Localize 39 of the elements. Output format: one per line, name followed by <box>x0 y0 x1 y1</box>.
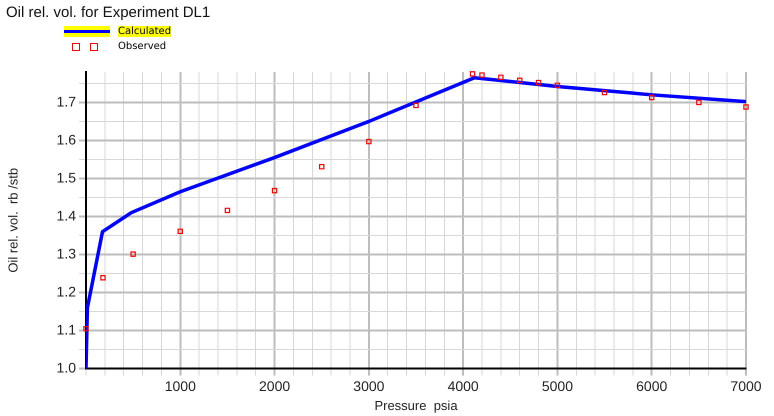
x-tick-label: 6000 <box>636 378 668 394</box>
x-tick-label: 7000 <box>730 378 762 394</box>
point <box>743 104 749 110</box>
point <box>536 80 542 86</box>
point <box>498 74 504 80</box>
y-tick-label: 1.6 <box>56 131 76 148</box>
y-tick-label: 1.1 <box>56 321 76 338</box>
y-tick-label: 1.0 <box>56 359 76 376</box>
point <box>554 82 560 88</box>
point <box>516 78 522 84</box>
y-tick-label: 1.4 <box>56 207 76 224</box>
x-tick-label: 5000 <box>542 378 574 394</box>
x-axis-title: Pressure psia <box>374 398 458 413</box>
point <box>648 94 654 100</box>
x-tick-label: 4000 <box>448 378 479 394</box>
y-axis-title: Oil rel. vol. rb /stb <box>5 168 20 273</box>
point <box>479 72 485 78</box>
point <box>413 102 419 108</box>
legend-label: Observed <box>118 41 166 52</box>
point <box>224 208 230 214</box>
point <box>100 275 106 280</box>
point <box>272 188 278 194</box>
point <box>318 164 324 170</box>
y-tick-label: 1.2 <box>56 283 76 300</box>
y-tick-label: 1.7 <box>56 93 76 110</box>
point <box>83 326 89 332</box>
x-tick-label: 1000 <box>164 378 196 394</box>
x-tick-label: 2000 <box>258 378 290 394</box>
x-tick-label: 3000 <box>353 378 385 394</box>
point <box>696 100 702 106</box>
y-tick-label: 1.3 <box>56 245 76 262</box>
point <box>130 251 136 257</box>
chart-title: Oil rel. vol. for Experiment DL1 <box>6 4 210 21</box>
legend-label: Calculated <box>118 26 172 37</box>
point <box>470 71 476 77</box>
point <box>366 138 372 144</box>
point <box>602 90 608 96</box>
y-tick-label: 1.5 <box>56 169 76 186</box>
point <box>178 228 184 234</box>
